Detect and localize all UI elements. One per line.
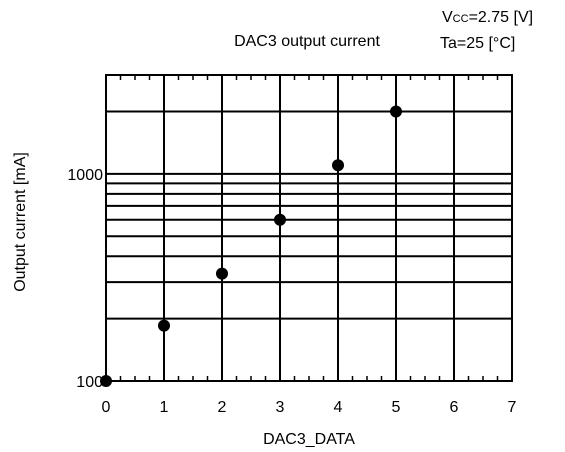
chart-title: DAC3 output current	[234, 33, 380, 50]
data-point	[216, 267, 228, 280]
plot-frame	[105, 74, 513, 382]
x-tick-label: 5	[392, 399, 401, 416]
data-point	[274, 213, 286, 226]
data-point	[100, 375, 112, 387]
condition-ta: Ta=25 [°C]	[440, 35, 515, 52]
data-points	[100, 105, 402, 387]
y-tick-label: 1000	[67, 167, 103, 184]
x-tick-label: 4	[334, 399, 343, 416]
vcc-prefix: V	[442, 9, 453, 26]
x-tick-label: 7	[508, 399, 517, 416]
x-tick-label: 2	[218, 399, 227, 416]
y-axis-label: Output current [mA]	[12, 152, 29, 292]
vcc-subscript: CC	[453, 13, 469, 25]
data-point	[158, 319, 170, 332]
y-tick-label: 100	[76, 374, 103, 391]
x-tick-labels: 0 1 2 3 4 5 6 7	[102, 399, 517, 416]
y-tick-labels: 100 1000	[67, 167, 103, 391]
vcc-value: =2.75 [V]	[469, 9, 534, 26]
x-tick-label: 6	[450, 399, 459, 416]
data-point	[332, 159, 344, 172]
condition-vcc: VCC=2.75 [V]	[442, 9, 533, 26]
x-tick-label: 0	[102, 399, 111, 416]
x-tick-label: 1	[160, 399, 169, 416]
grid	[106, 75, 512, 381]
data-point	[390, 105, 402, 118]
x-tick-label: 3	[276, 399, 285, 416]
ticks	[119, 75, 499, 381]
x-axis-label: DAC3_DATA	[263, 431, 355, 448]
